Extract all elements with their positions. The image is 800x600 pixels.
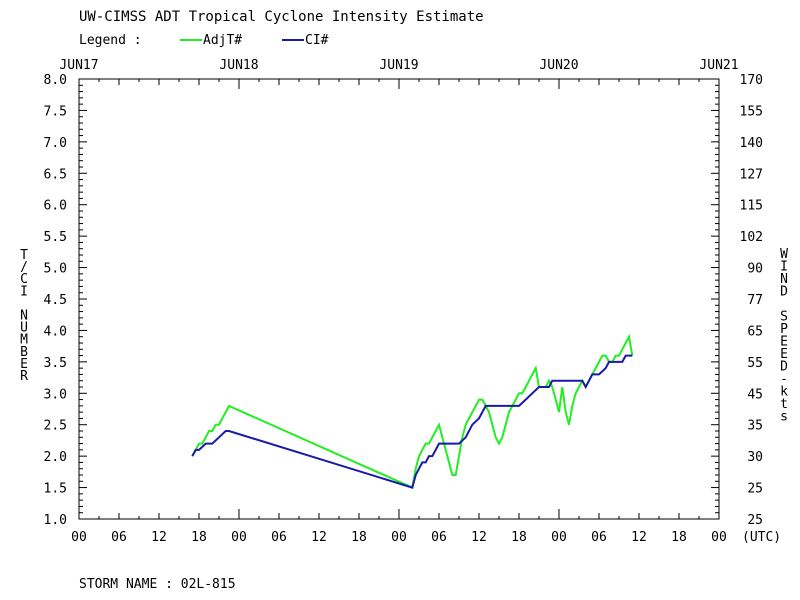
left-tick-label: 2.5 <box>44 419 67 434</box>
axis-title-char: R <box>20 369 28 384</box>
right-tick-label: 25 <box>747 513 763 528</box>
left-tick-label: 4.0 <box>44 324 67 339</box>
axis-title-char: B <box>20 345 28 360</box>
date-label: JUN21 <box>699 58 738 73</box>
axis-title-char: t <box>780 397 788 412</box>
right-tick-label: 65 <box>747 324 763 339</box>
hour-tick-label: 12 <box>311 530 327 545</box>
right-tick-label: 170 <box>740 73 763 88</box>
hour-tick-label: 12 <box>631 530 647 545</box>
axis-title-char: C <box>20 272 28 287</box>
left-tick-label: 3.0 <box>44 387 67 402</box>
right-tick-label: 90 <box>747 262 763 277</box>
date-label: JUN20 <box>539 58 578 73</box>
axis-title-char: / <box>20 260 28 275</box>
axis-title-char: k <box>780 385 788 400</box>
right-tick-label: 155 <box>740 104 763 119</box>
axis-title-char: S <box>780 310 788 325</box>
right-tick-label: 45 <box>747 387 763 402</box>
series-line-adjt <box>191 333 634 490</box>
left-axis-tick-labels: 1.0 1.5 2.0 2.5 3.0 3.5 4.0 4.5 5.0 5.5 6.0 6.5 7.0 7… <box>44 73 67 528</box>
axis-title-char: P <box>780 322 788 337</box>
legend-entry-adjt: AdjT# <box>203 33 242 48</box>
axis-title-char: E <box>780 335 788 350</box>
hour-tick-label: 06 <box>271 530 287 545</box>
left-tick-label: 7.0 <box>44 136 67 151</box>
legend-label: Legend : <box>79 33 142 48</box>
hour-tick-label: 18 <box>191 530 207 545</box>
hour-tick-label: 00 <box>711 530 727 545</box>
left-tick-label: 2.0 <box>44 450 67 465</box>
right-tick-label: 35 <box>747 419 763 434</box>
right-tick-label: 30 <box>747 450 763 465</box>
axis-title-char: I <box>780 260 788 275</box>
axis-title-char: I <box>20 284 28 299</box>
axis-ticks <box>78 78 720 520</box>
left-tick-label: 1.0 <box>44 513 67 528</box>
chart-title: UW-CIMSS ADT Tropical Cyclone Intensity … <box>79 9 484 25</box>
date-label: JUN17 <box>59 58 98 73</box>
hour-tick-label: 00 <box>391 530 407 545</box>
right-tick-label: 140 <box>740 136 763 151</box>
legend-entry-ci: CI# <box>305 33 329 48</box>
left-tick-label: 6.5 <box>44 167 67 182</box>
right-tick-label: 102 <box>740 230 763 245</box>
right-axis-tick-labels: 25 25 30 35 45 55 65 77 90 102 115 127 140 155 170 <box>740 73 763 528</box>
axis-title-char: D <box>780 285 788 300</box>
hour-tick-label: 00 <box>231 530 247 545</box>
right-tick-label: 55 <box>747 356 763 371</box>
hour-tick-label: 00 <box>551 530 567 545</box>
hour-labels: 00 06 12 18 00 06 12 18 00 06 12 18 00 06 12 18 00 <box>71 530 727 545</box>
left-tick-label: 3.5 <box>44 356 67 371</box>
axis-title-char: N <box>780 272 788 287</box>
series-lines <box>191 333 634 490</box>
hour-tick-label: 12 <box>471 530 487 545</box>
left-tick-label: 5.5 <box>44 230 67 245</box>
axis-title-char: U <box>20 321 28 336</box>
hour-tick-label: 18 <box>671 530 687 545</box>
axis-title-char: s <box>780 410 788 425</box>
hour-tick-label: 06 <box>111 530 127 545</box>
right-tick-label: 25 <box>747 482 763 497</box>
right-tick-label: 127 <box>740 167 763 182</box>
hour-tick-label: 06 <box>431 530 447 545</box>
right-tick-label: 115 <box>740 199 763 214</box>
right-tick-label: 77 <box>747 293 763 308</box>
left-tick-label: 6.0 <box>44 199 67 214</box>
x-axis-unit-label: (UTC) <box>742 530 781 545</box>
axis-title-char: W <box>780 247 788 262</box>
left-tick-label: 8.0 <box>44 73 67 88</box>
left-tick-label: 7.5 <box>44 104 67 119</box>
axis-title-char: E <box>20 357 28 372</box>
date-label: JUN18 <box>219 58 258 73</box>
series-line-ci <box>191 354 633 489</box>
axis-title-char: - <box>780 372 788 387</box>
hour-tick-label: 00 <box>71 530 87 545</box>
hour-tick-label: 18 <box>351 530 367 545</box>
hour-tick-label: 18 <box>511 530 527 545</box>
axis-title-char: D <box>780 360 788 375</box>
date-labels: JUN17 JUN18 JUN19 JUN20 JUN21 <box>59 58 738 73</box>
hour-tick-label: 06 <box>591 530 607 545</box>
axis-title-char: E <box>780 347 788 362</box>
axis-title-char: N <box>20 309 28 324</box>
left-tick-label: 5.0 <box>44 262 67 277</box>
date-label: JUN19 <box>379 58 418 73</box>
axis-title-char: T <box>20 248 28 263</box>
plot-frame <box>78 78 720 520</box>
hour-tick-label: 12 <box>151 530 167 545</box>
axis-title-char: M <box>20 333 28 348</box>
storm-name: STORM NAME : 02L-815 <box>79 577 236 592</box>
left-tick-label: 4.5 <box>44 293 67 308</box>
left-tick-label: 1.5 <box>44 482 67 497</box>
